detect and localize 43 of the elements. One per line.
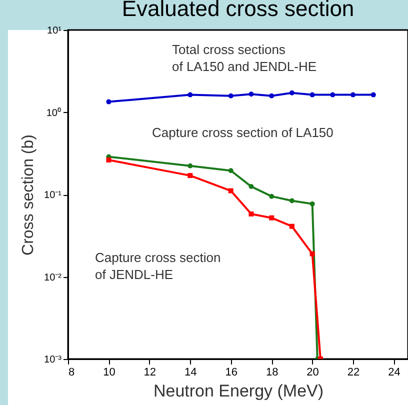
x-tick-label: 20 [306,366,319,378]
point [330,92,336,98]
y-tick-label: 10¹ [47,26,62,36]
y-tick-label: 10⁻³ [44,354,62,366]
point [188,92,193,98]
point [188,163,193,168]
y-axis-title: Cross section (b) [20,134,38,256]
x-tick-label: 22 [347,366,360,378]
point [370,92,376,98]
x-axis-title: Neutron Energy (MeV) [153,382,324,400]
chart-title: Evaluated cross section [122,0,354,21]
x-tick-label: 12 [144,366,156,378]
point [106,157,112,162]
point [269,215,274,220]
point [106,99,112,104]
x-tick-label: 16 [225,366,238,378]
point [228,188,234,194]
y-tick-label: 10⁻² [44,272,62,284]
point [350,92,356,98]
point [289,90,294,96]
point [310,251,315,256]
x-tick-label: 24 [388,366,400,378]
y-tick-label: 10⁻¹ [44,190,62,201]
point [188,173,193,178]
point [248,211,254,216]
point [289,198,294,204]
annotation: Total cross sections of LA150 and JENDL-HE [172,42,317,74]
point [228,93,234,98]
point [289,224,294,229]
point [269,93,274,98]
point [269,194,274,199]
y-tick-label: 10⁰ [46,106,62,119]
point [248,92,254,97]
annotation: Capture cross section of LA150 [152,125,334,140]
x-tick-label: 18 [266,366,278,378]
x-tick-label: 10 [103,366,116,378]
point [248,184,254,190]
point [310,201,315,206]
point [228,168,234,174]
x-tick-label: 8 [68,366,75,378]
annotation: Capture cross section of JENDL-HE [95,250,221,282]
point [310,92,315,98]
x-tick-label: 14 [184,366,197,378]
